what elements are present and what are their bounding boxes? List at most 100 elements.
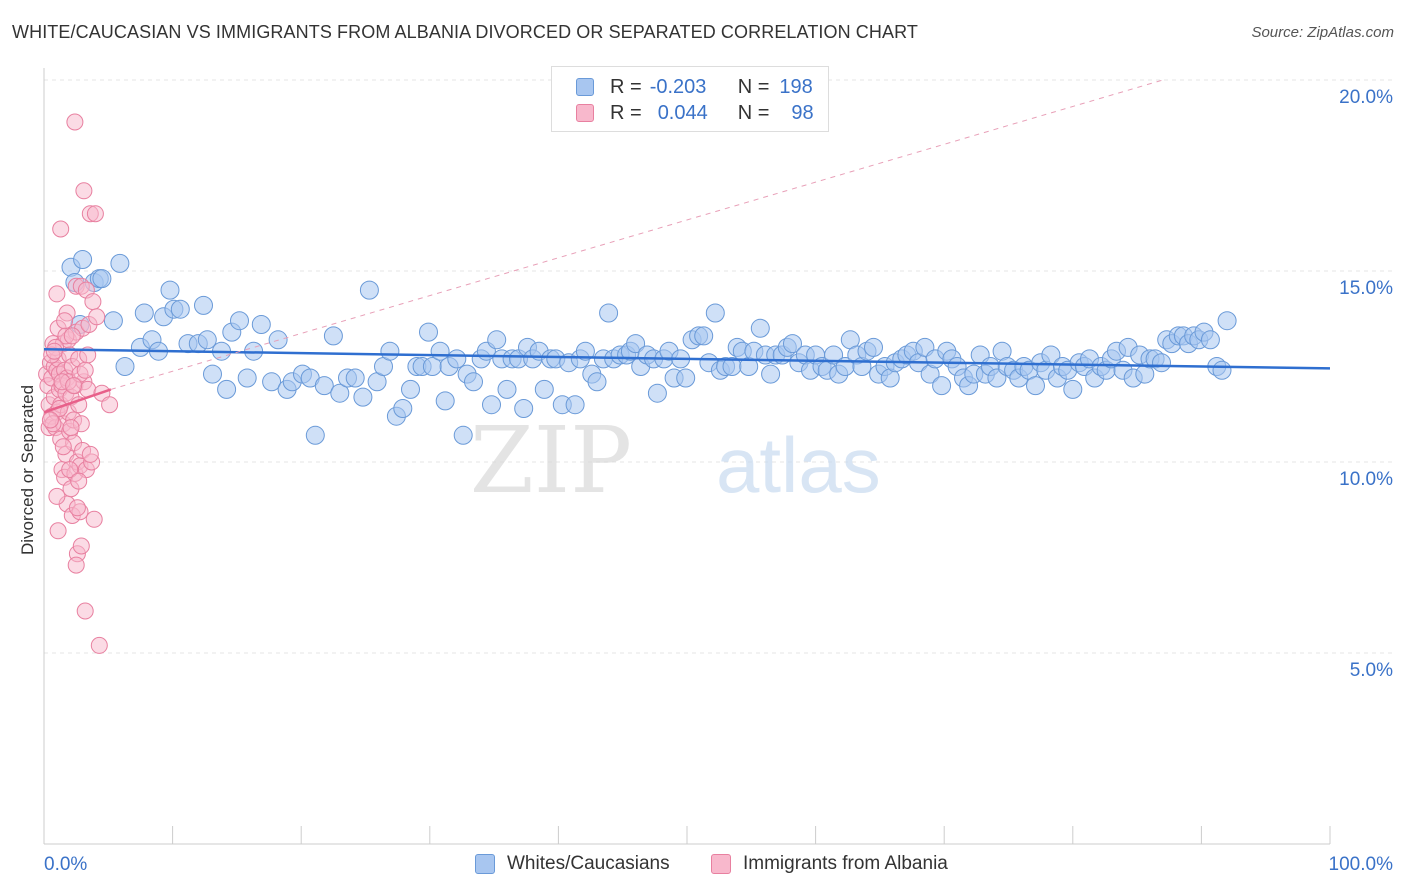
albania-point — [66, 113, 84, 131]
axes — [43, 68, 1331, 845]
series-whites-points — [61, 250, 1237, 445]
y-tick-label: 10.0% — [1339, 469, 1393, 490]
whites-point — [1026, 376, 1045, 396]
whites-point — [345, 368, 365, 388]
whites-point — [73, 250, 93, 269]
whites-point — [1063, 379, 1083, 399]
whites-point — [380, 341, 400, 361]
legend-row-albania: R = 0.044 N = 98 — [576, 100, 814, 126]
whites-point — [103, 311, 123, 331]
whites-point — [401, 379, 420, 399]
legend-swatch-whites — [576, 78, 594, 96]
whites-point — [323, 326, 343, 346]
whites-point — [359, 280, 379, 300]
tick-labels: 5.0% 10.0% 15.0% 20.0% 0.0% 100.0% — [44, 87, 1393, 875]
whites-point — [824, 345, 844, 365]
x-tick-label: 100.0% — [1329, 854, 1394, 875]
albania-point — [65, 377, 83, 395]
legend-r-value-albania: 0.044 — [657, 101, 708, 124]
albania-point — [70, 472, 88, 490]
legend-n-label: N = — [737, 101, 770, 124]
albania-point — [72, 537, 90, 555]
whites-point — [230, 311, 249, 331]
whites-point — [330, 383, 350, 403]
whites-point — [482, 395, 501, 415]
bottom-legend-whites: Whites/Caucasians — [475, 852, 670, 876]
albania-point — [76, 602, 94, 620]
whites-point — [1217, 311, 1237, 331]
whites-point — [314, 376, 334, 396]
trend-lines — [43, 79, 1331, 414]
y-tick-label: 5.0% — [1350, 660, 1393, 681]
legend-n-value-albania: 98 — [791, 101, 814, 124]
bottom-legend-swatch-whites — [475, 854, 495, 874]
whites-point — [487, 330, 507, 350]
bottom-legend-albania: Immigrants from Albania — [711, 852, 948, 876]
albania-point — [81, 445, 99, 463]
trend-line-albania-extension — [110, 79, 1163, 390]
series-albania-points — [38, 113, 119, 654]
albania-point — [63, 327, 81, 345]
whites-point — [197, 330, 217, 350]
albania-point — [67, 556, 85, 574]
whites-point — [1212, 360, 1232, 380]
albania-point — [84, 293, 102, 311]
whites-point — [217, 379, 237, 399]
whites-point — [464, 372, 483, 392]
albania-point — [62, 419, 80, 437]
whites-point — [134, 303, 154, 323]
whites-point — [864, 337, 883, 357]
bottom-legend-swatch-albania — [711, 854, 731, 874]
y-tick-label: 15.0% — [1339, 278, 1393, 299]
source-label: Source: ZipAtlas.com — [1251, 24, 1394, 41]
whites-point — [750, 318, 770, 338]
albania-point — [86, 205, 104, 223]
whites-point — [160, 280, 180, 300]
whites-point — [203, 364, 222, 384]
whites-point — [705, 303, 725, 323]
whites-point — [393, 399, 413, 418]
whites-point — [587, 372, 607, 392]
whites-point — [115, 357, 135, 376]
legend-n-value-whites: 198 — [779, 75, 813, 98]
legend-r-label: R = — [610, 75, 642, 98]
albania-point — [75, 182, 93, 200]
albania-point — [52, 220, 70, 238]
whites-point — [170, 299, 190, 319]
x-tick-label: 0.0% — [44, 854, 87, 875]
whites-point — [694, 326, 714, 346]
y-tick-label: 20.0% — [1339, 87, 1393, 108]
albania-point — [54, 438, 72, 456]
albania-point — [48, 487, 66, 505]
albania-point — [101, 396, 119, 414]
whites-point — [453, 425, 473, 445]
albania-point — [56, 312, 74, 330]
whites-point — [1152, 353, 1171, 373]
trend-line-whites — [43, 348, 1331, 370]
legend-row-whites: R = -0.203 N = 198 — [576, 74, 813, 100]
albania-point — [48, 285, 66, 303]
legend-r-label: R = — [610, 101, 642, 124]
albania-point — [76, 361, 94, 379]
whites-point — [783, 334, 802, 354]
albania-point — [41, 411, 59, 429]
legend-r-value-whites: -0.203 — [649, 75, 707, 98]
whites-point — [676, 368, 696, 388]
whites-point — [419, 322, 438, 342]
whites-point — [565, 395, 585, 415]
albania-point — [49, 522, 67, 540]
whites-point — [353, 387, 373, 407]
bottom-legend-label-whites: Whites/Caucasians — [507, 853, 670, 874]
whites-point — [932, 376, 952, 396]
watermark-zip: ZIP — [470, 407, 632, 514]
legend-swatch-albania — [576, 104, 594, 122]
albania-point — [45, 342, 63, 360]
whites-point — [599, 303, 619, 323]
whites-point — [110, 253, 130, 273]
albania-point — [85, 510, 103, 528]
whites-point — [647, 383, 667, 403]
trend-line-albania — [43, 388, 112, 414]
y-axis-label: Divorced or Separated — [18, 384, 37, 556]
whites-point — [1200, 330, 1220, 350]
